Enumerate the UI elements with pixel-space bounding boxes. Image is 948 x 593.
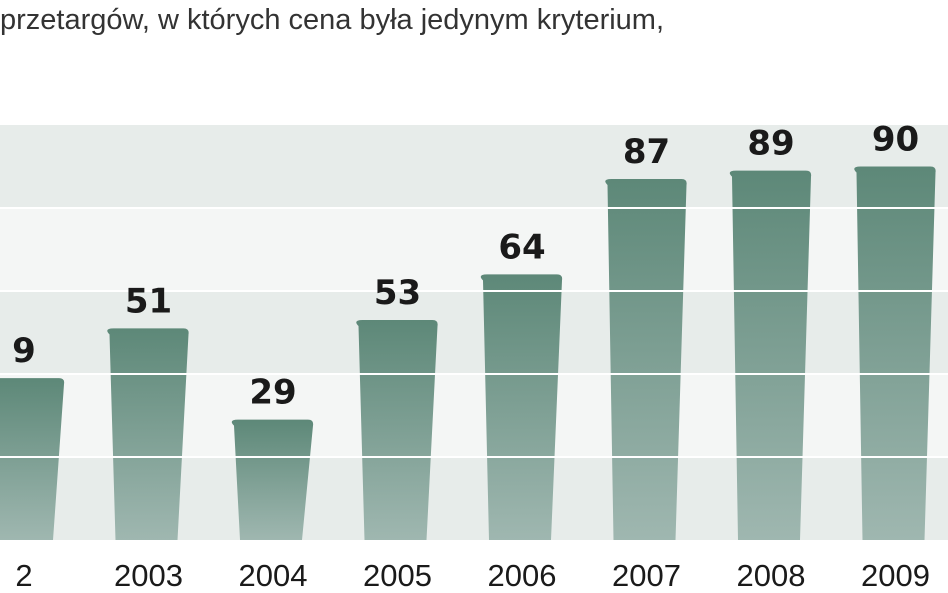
bar-2007 (605, 178, 687, 540)
bar-2003 (107, 328, 189, 540)
tick-label-2007: 2007 (612, 558, 681, 593)
value-label-2002: 9 (12, 331, 36, 371)
tick-label-2005: 2005 (363, 558, 432, 593)
tick-label-2008: 2008 (737, 558, 806, 593)
bar-2002 (0, 378, 65, 540)
bar-2009 (854, 166, 936, 540)
value-label-2009: 90 (872, 120, 919, 160)
value-label-2004: 29 (249, 373, 296, 413)
tick-label-2009: 2009 (861, 558, 930, 593)
tick-label-2002: 2 (15, 558, 32, 593)
chart-title: przetargów, w których cena była jedynym … (0, 4, 665, 36)
bars (0, 166, 936, 540)
bar-2008 (729, 170, 812, 540)
value-label-2005: 53 (374, 273, 421, 313)
tick-label-2003: 2003 (114, 558, 183, 593)
value-label-2008: 89 (747, 124, 794, 164)
tick-label-2006: 2006 (488, 558, 557, 593)
tick-label-2004: 2004 (239, 558, 308, 593)
value-label-2007: 87 (623, 132, 670, 172)
value-label-2003: 51 (125, 281, 172, 321)
bar-2005 (356, 320, 438, 540)
bar-2006 (480, 274, 563, 540)
value-label-2006: 64 (498, 227, 545, 267)
bar-2004 (231, 419, 314, 540)
gridlines (0, 207, 948, 458)
value-labels: 9 51 29 53 64 87 89 90 (12, 120, 919, 413)
x-axis-tick-labels: 2200320042005200620072008200920 (15, 558, 930, 593)
